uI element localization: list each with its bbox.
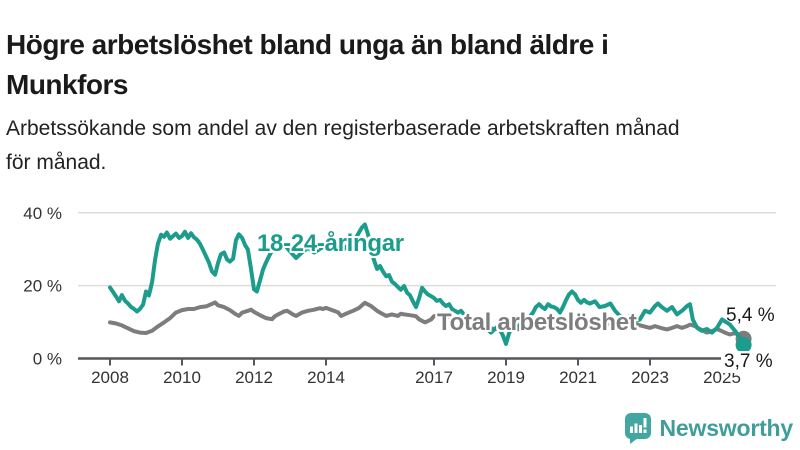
y-tick-label: 0 % (33, 350, 62, 369)
page-title: Högre arbetslöshet bland unga än bland ä… (6, 25, 786, 105)
x-tick-label: 2017 (415, 368, 453, 387)
series-label-total: Total arbetslöshet (437, 309, 637, 336)
series-line-1 (108, 222, 746, 347)
y-tick-label: 40 % (23, 204, 62, 223)
end-value-label-18-24: 3,7 % (721, 351, 776, 373)
x-tick-label: 2010 (163, 368, 201, 387)
x-tick-label: 2014 (307, 368, 345, 387)
title-line-2: Munkfors (6, 68, 129, 100)
title-line-1: Högre arbetslöshet bland unga än bland ä… (6, 28, 609, 60)
series-line-0 (108, 300, 746, 341)
subtitle-line-2: för månad. (6, 151, 107, 174)
newsworthy-bubble-icon (624, 413, 651, 444)
series-label-18-24: 18-24-åringar (257, 230, 404, 257)
newsworthy-logo: Newsworthy (624, 412, 793, 444)
y-tick-label: 20 % (23, 277, 62, 296)
x-tick-label: 2008 (91, 368, 129, 387)
newsworthy-logo-text: Newsworthy (659, 414, 794, 441)
x-tick-label: 2019 (487, 368, 525, 387)
x-tick-label: 2023 (631, 368, 669, 387)
x-tick-label: 2012 (235, 368, 273, 387)
chart-subtitle: Arbetssökande som andel av den registerb… (6, 112, 794, 180)
series-end-dot-1 (735, 337, 752, 353)
end-value-label-total: 5,4 % (726, 305, 775, 326)
subtitle-line-1: Arbetssökande som andel av den registerb… (6, 117, 680, 140)
x-tick-label: 2021 (559, 368, 597, 387)
